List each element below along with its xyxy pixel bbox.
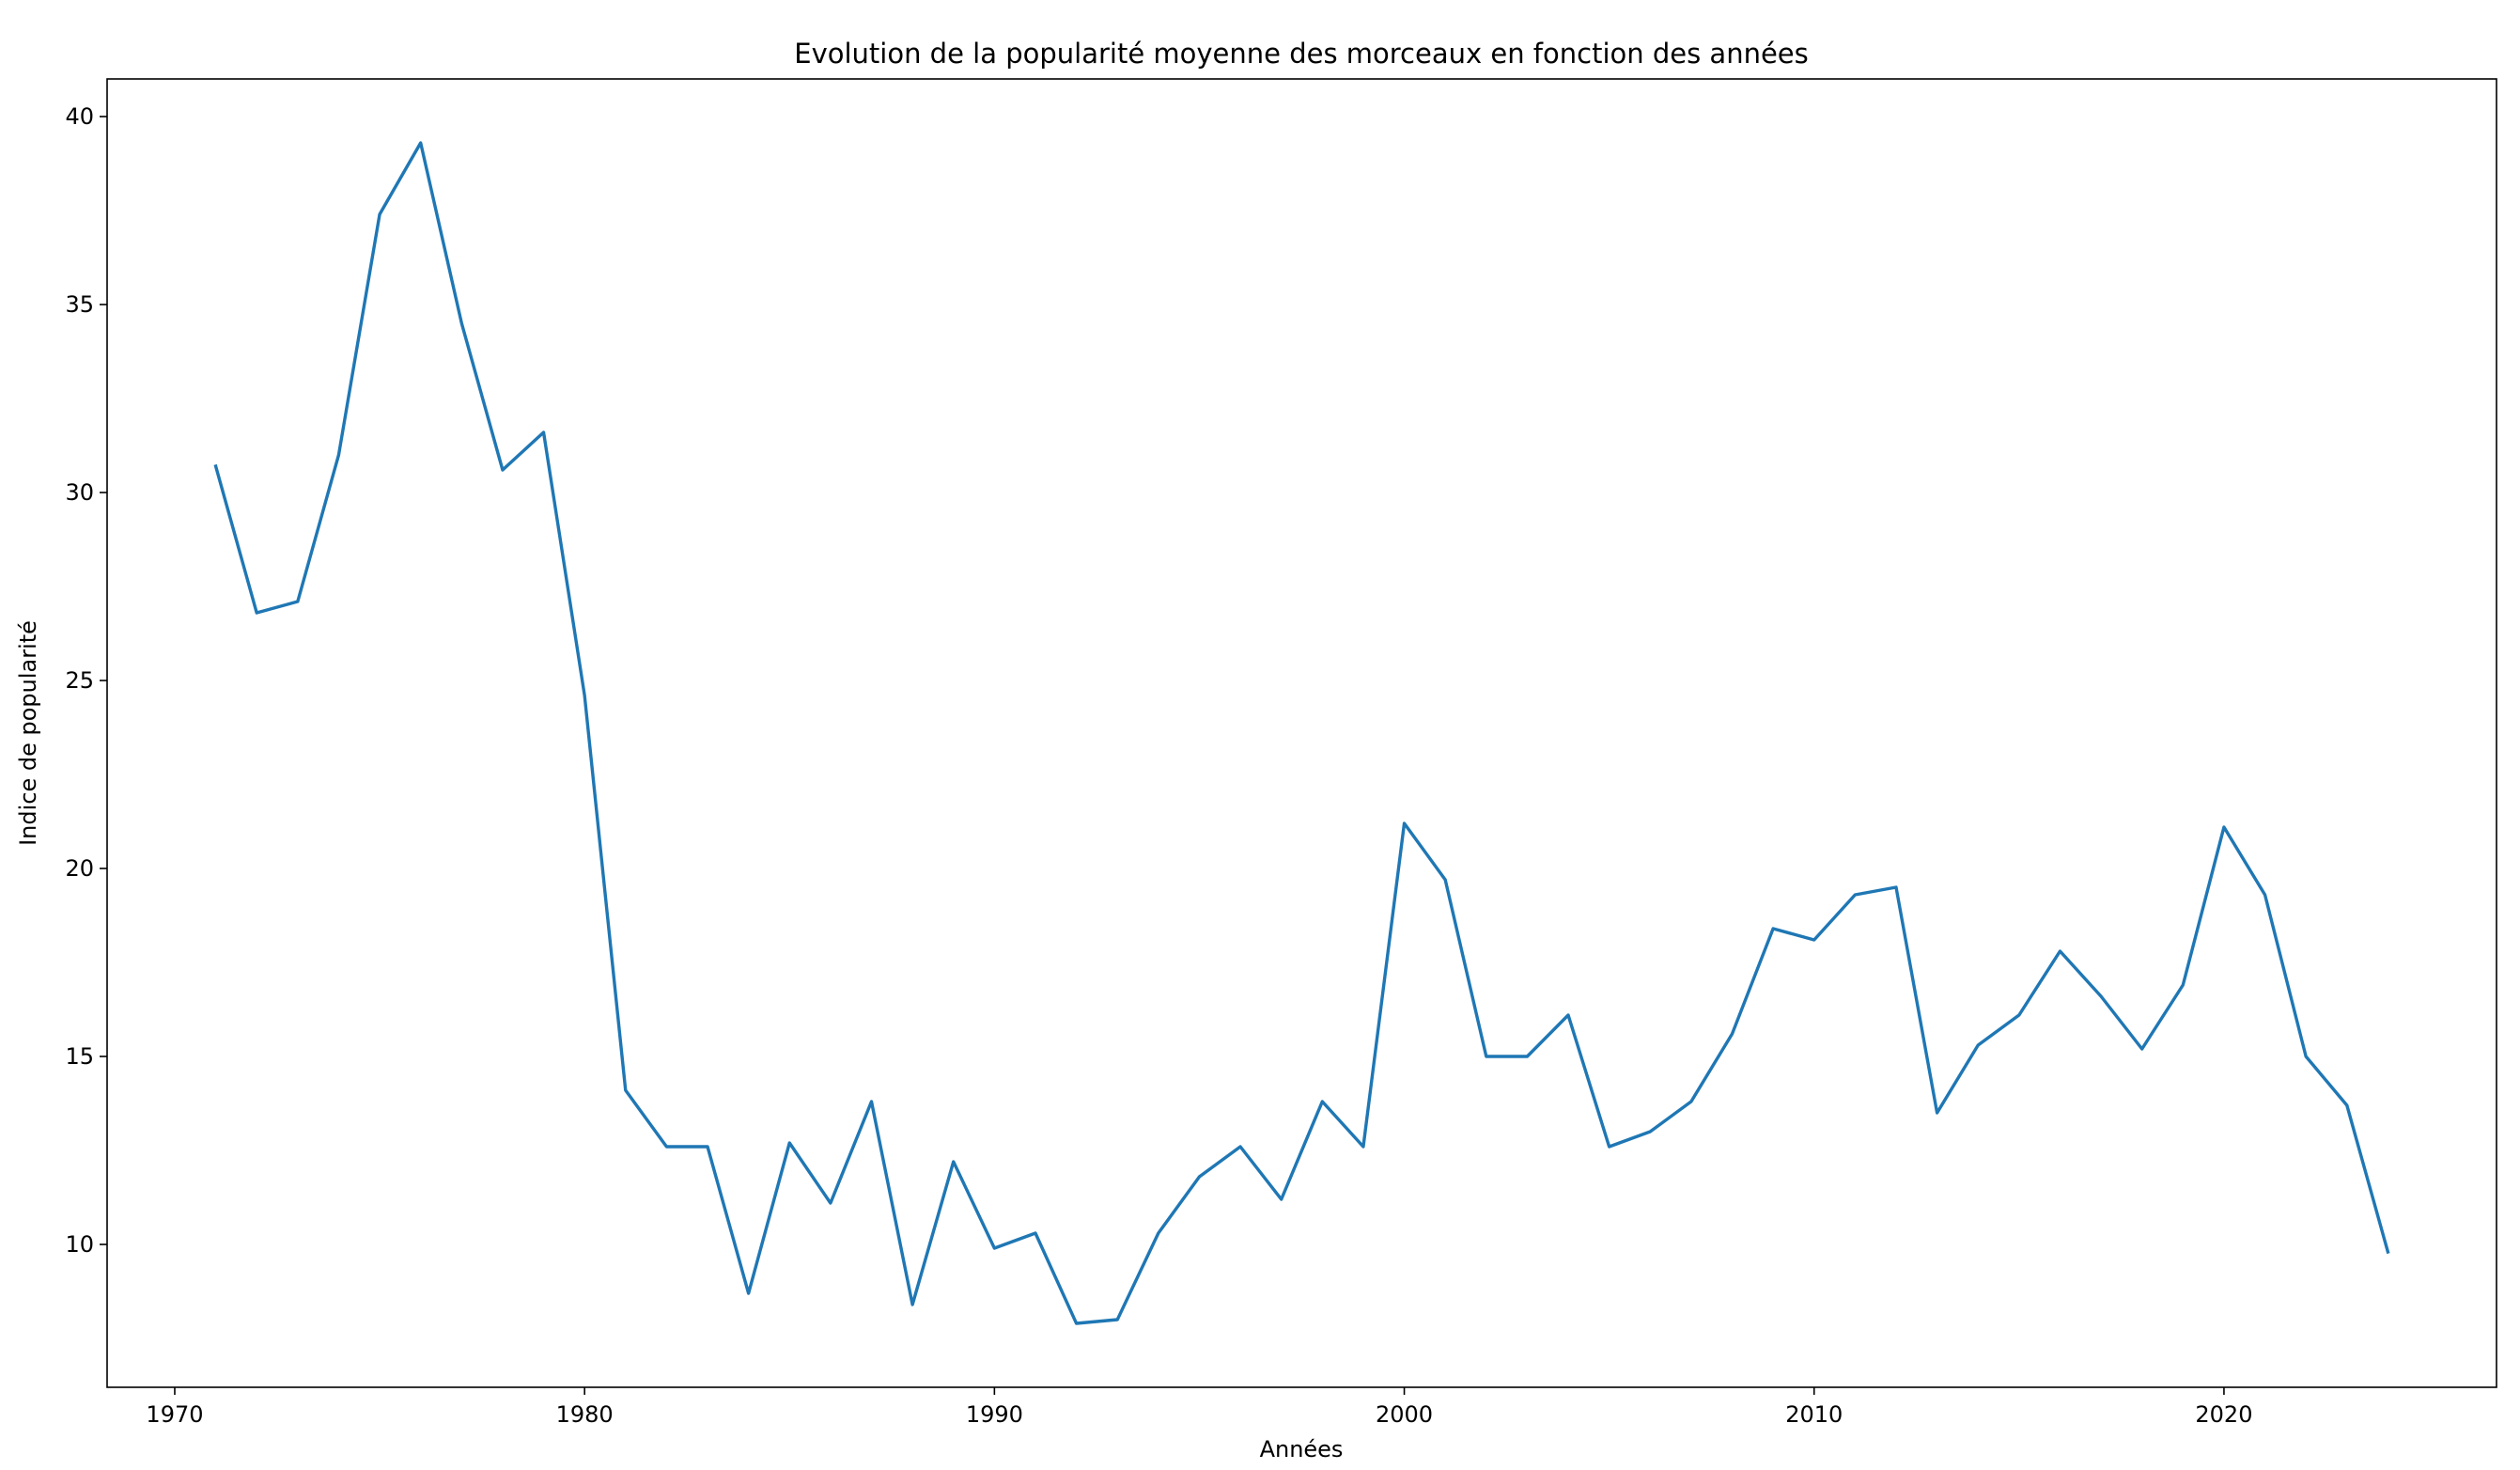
x-tick-label: 2000	[1376, 1401, 1433, 1428]
y-tick-label: 40	[65, 103, 94, 130]
y-tick-label: 30	[65, 479, 94, 506]
y-tick-label: 10	[65, 1231, 94, 1258]
x-tick-label: 2020	[2195, 1401, 2252, 1428]
x-tick-label: 1980	[556, 1401, 614, 1428]
x-tick-label: 2010	[1785, 1401, 1843, 1428]
y-tick-label: 20	[65, 855, 94, 882]
y-tick-label: 25	[65, 667, 94, 694]
plot-area	[213, 141, 2390, 1325]
x-axis-title: Années	[1260, 1436, 1344, 1462]
series-line	[213, 141, 2390, 1325]
y-axis-title: Indice de popularité	[15, 620, 41, 846]
plot-frame	[106, 78, 2497, 1388]
x-tick-label: 1970	[146, 1401, 203, 1428]
axis-ticks: 1970 1980 1990 2000 2010 2020 10 15 20 25 30 35 40	[65, 103, 2252, 1428]
x-tick-label: 1990	[966, 1401, 1023, 1428]
y-tick-label: 15	[65, 1043, 94, 1070]
chart-title: Evolution de la popularité moyenne des m…	[794, 38, 1809, 70]
y-tick-label: 35	[65, 291, 94, 318]
